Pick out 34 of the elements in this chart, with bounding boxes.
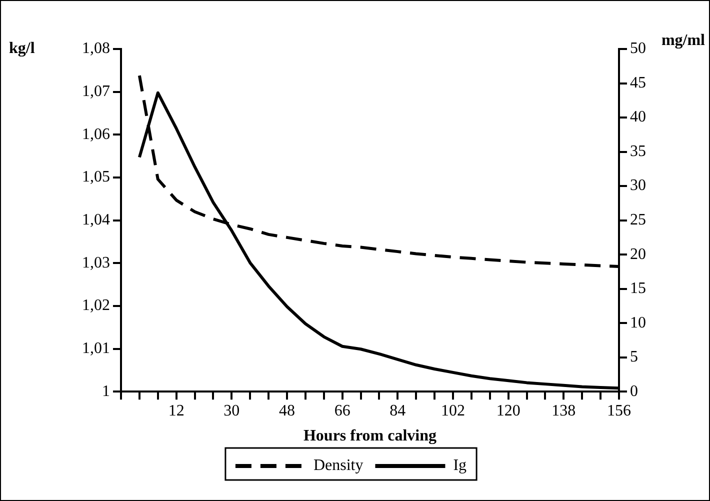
legend-label: Ig: [453, 457, 467, 474]
y2-tick-label: 10: [630, 314, 646, 332]
y2-tick-label: 5: [630, 348, 638, 366]
x-tick-label: 102: [441, 402, 465, 420]
y-axis-title: kg/l: [9, 40, 36, 58]
y-tick-label: 1,08: [82, 40, 110, 58]
y2-tick-label: 45: [630, 74, 646, 92]
y2-tick-label: 30: [630, 177, 646, 194]
y-tick-label: 1,05: [82, 168, 110, 186]
y-tick-label: 1,04: [82, 212, 110, 229]
y-tick-label: 1: [102, 382, 110, 400]
y-tick-label: 1,02: [82, 297, 110, 314]
y2-tick-label: 40: [630, 108, 646, 126]
x-tick-label: 12: [168, 402, 184, 420]
x-tick-label: 156: [607, 402, 631, 420]
y2-tick-label: 20: [630, 246, 646, 263]
x-tick-label: 138: [552, 402, 576, 420]
x-tick-label: 30: [224, 402, 240, 420]
y2-tick-label: 15: [630, 280, 646, 298]
y-tick-label: 1,07: [82, 83, 110, 100]
x-tick-label: 48: [279, 402, 295, 420]
x-tick-label: 84: [390, 402, 406, 420]
legend-label: Density: [313, 457, 364, 474]
y2-axis-title: mg/ml: [661, 32, 706, 50]
y2-tick-label: 0: [630, 382, 638, 400]
y2-tick-label: 50: [630, 40, 646, 58]
y-tick-label: 1,01: [82, 340, 110, 357]
y-tick-label: 1,06: [82, 126, 110, 143]
y2-tick-label: 35: [630, 142, 646, 160]
x-tick-label: 66: [334, 402, 350, 420]
x-axis-title: Hours from calving: [303, 428, 437, 445]
y-tick-label: 1,03: [82, 254, 110, 272]
x-tick-label: 120: [496, 402, 520, 420]
y2-tick-label: 25: [630, 212, 646, 229]
